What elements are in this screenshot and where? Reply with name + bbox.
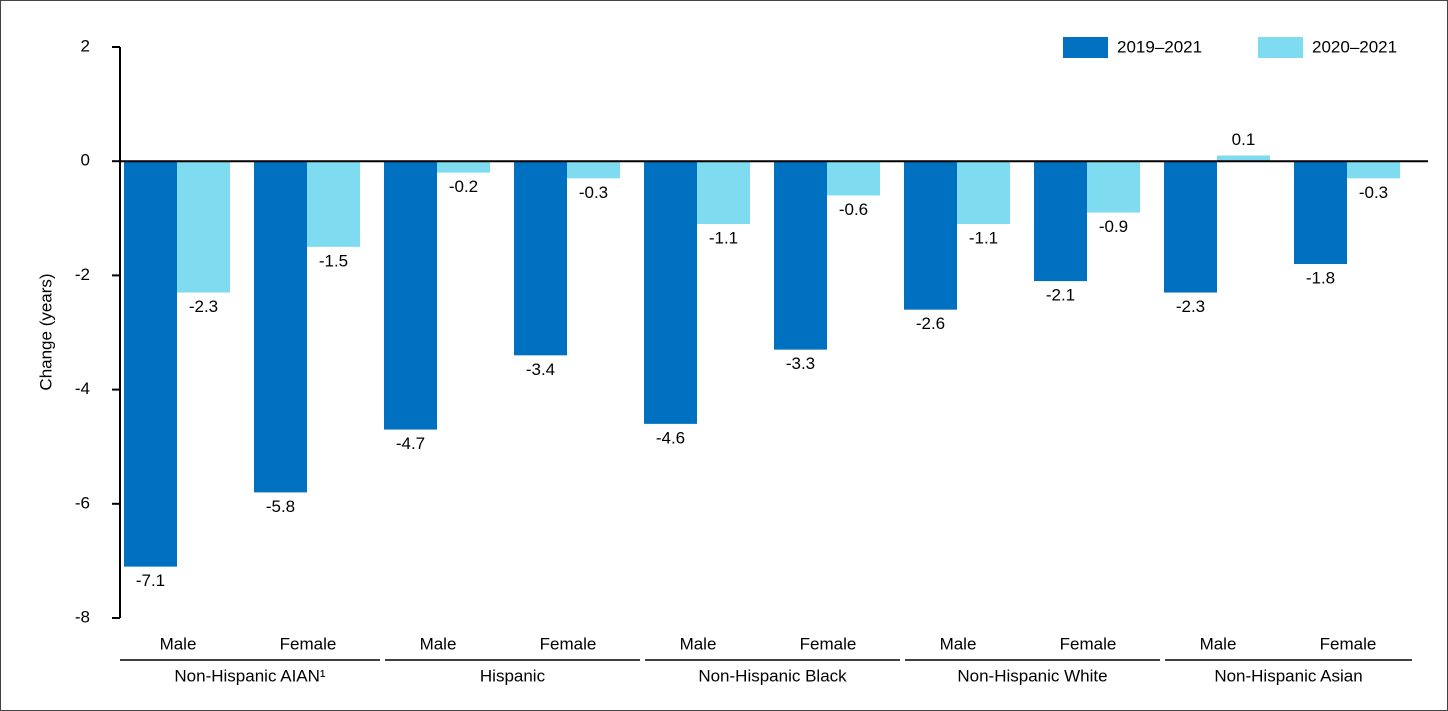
- group-label: Non-Hispanic AIAN¹: [174, 666, 326, 685]
- group-label: Non-Hispanic White: [957, 666, 1107, 685]
- bar: [827, 161, 880, 196]
- legend-label: 2019–2021: [1117, 37, 1202, 56]
- y-tick-label: -4: [75, 379, 90, 398]
- y-tick-label: -8: [75, 607, 90, 626]
- bar: [124, 161, 177, 567]
- value-label: -2.1: [1046, 286, 1075, 305]
- group-label: Non-Hispanic Asian: [1214, 666, 1362, 685]
- bar: [307, 161, 360, 247]
- value-label: -0.3: [1359, 183, 1388, 202]
- x-tick-label: Female: [800, 634, 857, 653]
- bar: [1294, 161, 1347, 264]
- bar: [254, 161, 307, 493]
- value-label: -2.3: [1176, 297, 1205, 316]
- x-tick-label: Female: [1060, 634, 1117, 653]
- bar: [644, 161, 697, 424]
- bar: [697, 161, 750, 225]
- bar: [1217, 155, 1270, 162]
- value-label: -3.3: [786, 354, 815, 373]
- value-label: -1.8: [1306, 268, 1335, 287]
- value-label: -5.8: [266, 497, 295, 516]
- value-label: -1.1: [709, 228, 738, 247]
- x-tick-label: Male: [940, 634, 977, 653]
- bar: [957, 161, 1010, 225]
- y-tick-label: 2: [81, 36, 90, 55]
- x-tick-label: Female: [540, 634, 597, 653]
- y-tick-label: -6: [75, 493, 90, 512]
- value-label: -0.3: [579, 183, 608, 202]
- value-label: 0.1: [1232, 130, 1256, 149]
- bar: [384, 161, 437, 430]
- x-tick-label: Female: [280, 634, 337, 653]
- value-label: -1.1: [969, 228, 998, 247]
- legend-swatch: [1063, 37, 1108, 58]
- bar: [437, 161, 490, 173]
- x-tick-label: Female: [1320, 634, 1377, 653]
- value-label: -1.5: [319, 251, 348, 270]
- bar: [904, 161, 957, 310]
- y-tick-label: 0: [81, 151, 90, 170]
- legend-swatch: [1258, 37, 1303, 58]
- y-tick-label: -2: [75, 265, 90, 284]
- bar: [1034, 161, 1087, 282]
- value-label: -0.9: [1099, 217, 1128, 236]
- value-label: -7.1: [136, 571, 165, 590]
- bar: [567, 161, 620, 179]
- legend-label: 2020–2021: [1312, 37, 1397, 56]
- bar: [774, 161, 827, 350]
- bar: [1164, 161, 1217, 293]
- value-label: -0.2: [449, 177, 478, 196]
- y-axis-label: Change (years): [36, 273, 55, 390]
- x-tick-label: Male: [1200, 634, 1237, 653]
- x-tick-label: Male: [160, 634, 197, 653]
- x-tick-label: Male: [420, 634, 457, 653]
- value-label: -4.6: [656, 428, 685, 447]
- group-label: Non-Hispanic Black: [698, 666, 847, 685]
- bar: [177, 161, 230, 293]
- value-label: -2.6: [916, 314, 945, 333]
- value-label: -4.7: [396, 434, 425, 453]
- group-label: Hispanic: [480, 666, 546, 685]
- bar: [1087, 161, 1140, 213]
- value-label: -0.6: [839, 200, 868, 219]
- bar: [1347, 161, 1400, 179]
- x-tick-label: Male: [680, 634, 717, 653]
- value-label: -2.3: [189, 297, 218, 316]
- value-label: -3.4: [526, 360, 555, 379]
- bar: [514, 161, 567, 356]
